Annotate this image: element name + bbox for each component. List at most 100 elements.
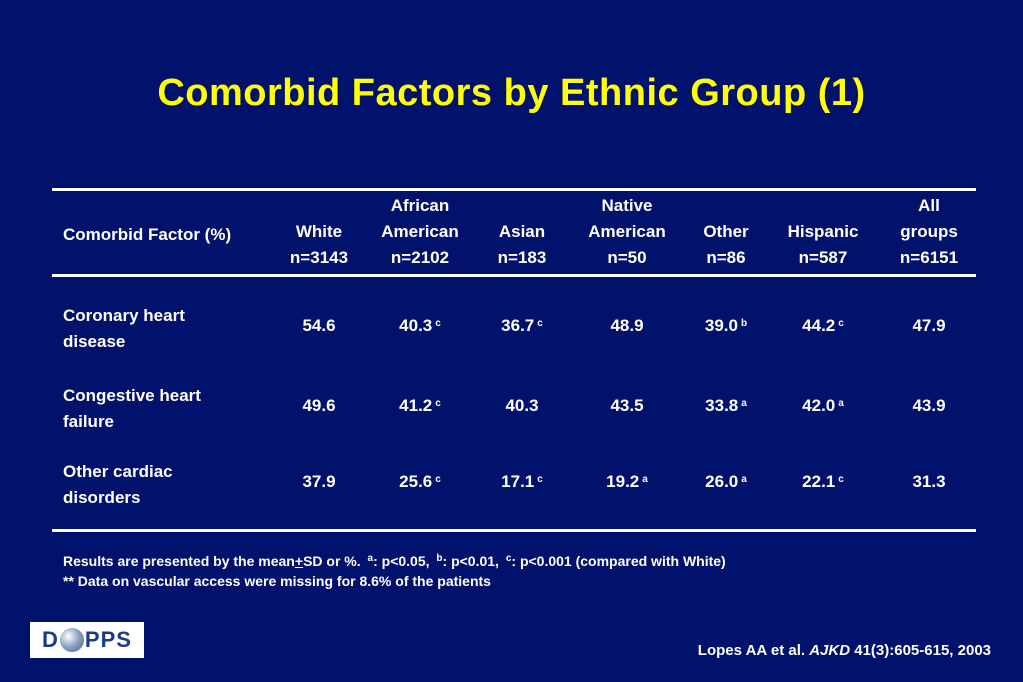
cell-value: 44.2 <box>802 316 836 335</box>
row-label: disorders <box>63 488 141 507</box>
table-cell: 33.8 a <box>656 394 796 418</box>
column-header-line: African <box>390 196 450 215</box>
table-cell: 43.5 <box>557 394 697 418</box>
row-label: failure <box>63 412 115 431</box>
significance-marker: c <box>537 474 543 485</box>
significance-marker: c <box>435 318 441 329</box>
significance-marker: c <box>435 474 441 485</box>
table-cell: 17.1 c <box>452 470 592 494</box>
significance-marker: a <box>838 398 844 409</box>
plus-minus-sign: + <box>294 553 304 569</box>
table-top-rule <box>52 188 976 191</box>
logo-text: D <box>42 627 59 652</box>
table-cell: 42.0 a <box>753 394 893 418</box>
column-header-line: Asian <box>498 222 546 241</box>
table-cell: 48.9 <box>557 314 697 338</box>
significance-marker: c <box>435 398 441 409</box>
slide-title: Comorbid Factors by Ethnic Group (1) <box>157 72 866 114</box>
column-header-line: American <box>588 222 666 241</box>
footnote-marker-a: a <box>367 553 374 564</box>
cell-value: 47.9 <box>912 316 946 335</box>
footnote-statistics: Results are presented by the mean+SD or … <box>63 551 726 571</box>
footnote-marker-c: c <box>505 553 512 564</box>
cell-value: 39.0 <box>704 316 738 335</box>
table-cell: 40.3 <box>452 394 592 418</box>
table-cell: 40.3 c <box>350 314 490 338</box>
table-cell: 22.1 c <box>753 470 893 494</box>
cell-value: 43.9 <box>912 396 946 415</box>
cell-value: 49.6 <box>302 396 336 415</box>
significance-marker: c <box>838 318 844 329</box>
cell-value: 40.3 <box>505 396 539 415</box>
row-label: Other cardiac <box>63 462 173 481</box>
column-header-line: n=3143 <box>289 248 349 267</box>
table-cell: 47.9 <box>859 314 999 338</box>
table-cell: 54.6 <box>249 314 389 338</box>
significance-marker: a <box>642 474 648 485</box>
column-header-line: n=2102 <box>390 248 450 267</box>
cell-value: 36.7 <box>501 316 535 335</box>
column-header-line: n=183 <box>497 248 547 267</box>
footnote-text: : p<0.01, <box>442 553 499 569</box>
significance-marker: c <box>838 474 844 485</box>
cell-value: 40.3 <box>399 316 433 335</box>
cell-value: 22.1 <box>802 472 836 491</box>
citation: Lopes AA et al. AJKD 41(3):605-615, 2003 <box>698 642 991 659</box>
column-header-line: White <box>295 222 343 241</box>
logo-text: PPS <box>84 627 132 652</box>
table-cell: 25.6 c <box>350 470 490 494</box>
table-cell: 19.2 a <box>557 470 697 494</box>
citation-journal: AJKD <box>809 642 851 659</box>
cell-value: 33.8 <box>705 396 739 415</box>
cell-value: 37.9 <box>302 472 336 491</box>
column-header-line: All <box>918 196 940 215</box>
cell-value: 41.2 <box>399 396 433 415</box>
citation-reference: 41(3):605-615, 2003 <box>854 642 991 659</box>
row-label: Congestive heart <box>63 386 201 405</box>
table-cell: 39.0 b <box>656 314 796 338</box>
footnote-text: : p<0.001 (compared with White) <box>511 553 726 569</box>
cell-value: 48.9 <box>610 316 644 335</box>
cell-value: 43.5 <box>610 396 644 415</box>
row-label: disease <box>63 332 126 351</box>
footnote-text: SD or %. <box>303 553 361 569</box>
table-header-rule <box>52 274 976 277</box>
column-header-line: n=50 <box>607 248 647 267</box>
significance-marker: c <box>537 318 543 329</box>
cell-value: 17.1 <box>501 472 535 491</box>
dopps-logo: D PPS <box>30 622 144 658</box>
cell-value: 42.0 <box>802 396 836 415</box>
table-cell: 41.2 c <box>350 394 490 418</box>
footnote-text: : p<0.05, <box>373 553 430 569</box>
table-cell: 37.9 <box>249 470 389 494</box>
footnote-marker-b: b <box>436 553 443 564</box>
column-header-line: n=6151 <box>899 248 959 267</box>
table-cell: 49.6 <box>249 394 389 418</box>
table-cell: 31.3 <box>859 470 999 494</box>
citation-authors: Lopes AA et al. <box>697 642 806 659</box>
row-label: Coronary heart <box>63 306 185 325</box>
column-header-line: Native <box>601 196 653 215</box>
column-header-line: groups <box>900 222 958 241</box>
significance-marker: a <box>741 398 747 409</box>
globe-icon <box>59 628 84 652</box>
table-cell: 36.7 c <box>452 314 592 338</box>
column-header-line: American <box>381 222 459 241</box>
table-cell: 26.0 a <box>656 470 796 494</box>
cell-value: 26.0 <box>705 472 739 491</box>
footnote-missing-data: ** Data on vascular access were missing … <box>63 573 491 589</box>
cell-value: 31.3 <box>912 472 946 491</box>
table-cell: 44.2 c <box>753 314 893 338</box>
cell-value: 19.2 <box>606 472 640 491</box>
footnote-text: Results are presented by the mean <box>63 553 295 569</box>
column-header-line: Other <box>703 222 749 241</box>
column-header-line: Hispanic <box>787 222 859 241</box>
significance-marker: b <box>740 318 748 329</box>
cell-value: 54.6 <box>302 316 336 335</box>
column-header-line: n=587 <box>798 248 848 267</box>
column-header-line: n=86 <box>706 248 746 267</box>
significance-marker: a <box>741 474 747 485</box>
table-bottom-rule <box>52 529 976 532</box>
header-comorbid-factor: Comorbid Factor (%) <box>63 225 232 244</box>
cell-value: 25.6 <box>399 472 433 491</box>
